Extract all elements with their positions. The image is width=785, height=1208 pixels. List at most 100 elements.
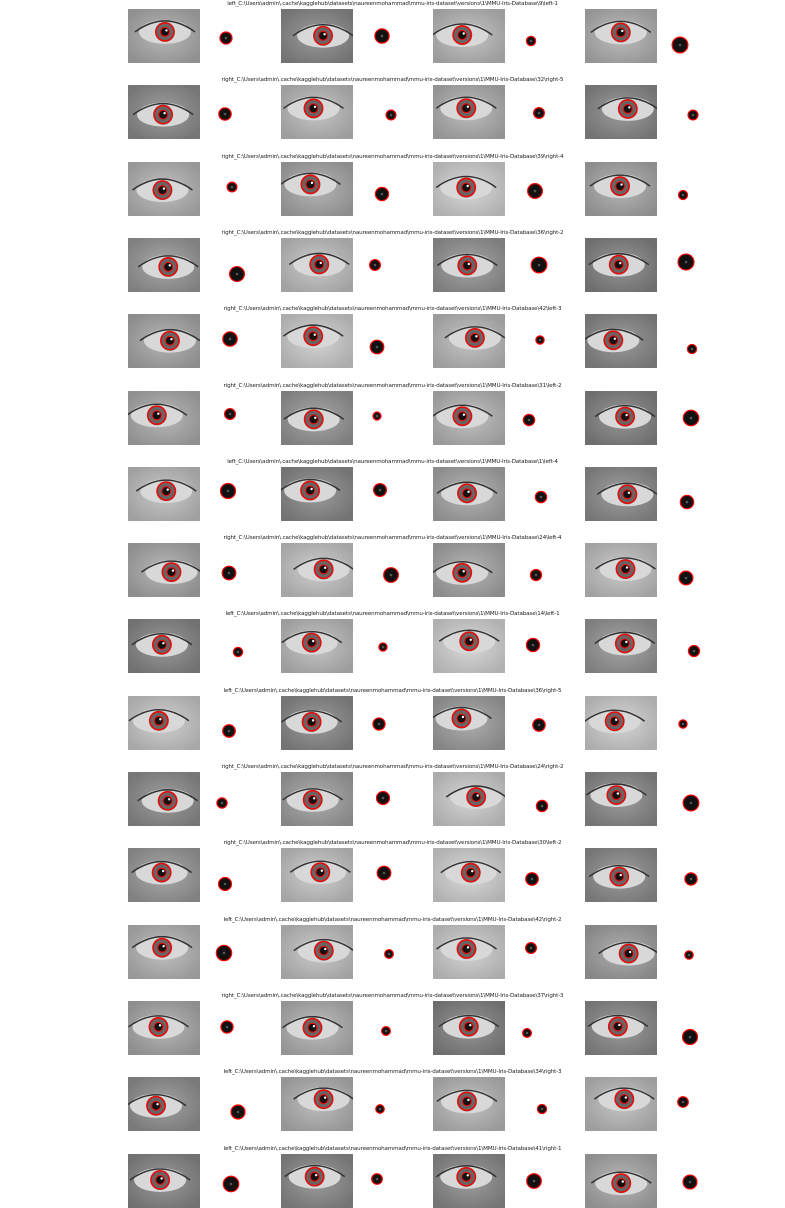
pupil: [466, 868, 475, 877]
pupil: [319, 31, 328, 40]
eyelid: [281, 709, 343, 723]
mask-center: [236, 272, 239, 276]
eyelid: [284, 1164, 346, 1177]
pupil-boundary-circle: [611, 790, 622, 801]
mask-center: [229, 1182, 232, 1186]
pupil: [616, 181, 625, 190]
pupil-boundary-circle: [619, 638, 630, 649]
eyelid: [293, 1087, 353, 1100]
iris-boundary-circle: [452, 406, 473, 426]
iris-boundary-circle: [604, 711, 625, 731]
iris-mask: [531, 487, 551, 507]
iris-mask: [670, 35, 690, 55]
pupil-boundary-circle: [306, 716, 317, 727]
pupil: [157, 868, 166, 877]
pupil: [463, 489, 472, 498]
glint: [314, 416, 317, 419]
pupil-boundary-circle: [622, 104, 633, 115]
eye-image: [281, 466, 353, 521]
mask-center: [377, 723, 381, 726]
eye-image: [281, 695, 353, 750]
pupil: [624, 949, 633, 958]
eye-image: [433, 848, 505, 903]
eye-image: [281, 848, 353, 903]
pupil-boundary-circle: [309, 1171, 320, 1182]
eye-image: [128, 161, 200, 216]
eye-image: [128, 1000, 200, 1055]
iris-boundary-circle: [465, 328, 485, 348]
glint: [462, 413, 466, 416]
eye-image: [433, 619, 505, 674]
glint: [627, 491, 631, 494]
row-caption: left_C:\Users\admin\.cache\kagglehub\dat…: [223, 1069, 562, 1076]
eyelid: [587, 1014, 649, 1027]
mask-center: [228, 413, 232, 416]
glint: [466, 1173, 469, 1177]
iris-mask: [370, 1099, 390, 1119]
pupil-boundary-circle: [609, 715, 620, 726]
pupil: [464, 1022, 473, 1031]
pupil-boundary-circle: [157, 184, 168, 195]
iris-boundary-circle: [456, 938, 477, 959]
eye-image: [585, 390, 657, 445]
row-caption: left_C:\Users\admin\.cache\kagglehub\dat…: [223, 687, 562, 694]
pupil-boundary-circle: [614, 871, 625, 882]
pupil-boundary-circle: [156, 640, 167, 651]
mask-center: [692, 649, 695, 653]
eyelid: [585, 328, 644, 342]
iris-mask: [673, 714, 693, 734]
pupil-boundary-circle: [615, 180, 626, 191]
pupil: [315, 260, 324, 269]
iris-boundary-circle: [304, 1166, 325, 1186]
iris-mask: [222, 177, 242, 197]
row-caption: left_C:\Users\admin\.cache\kagglehub\dat…: [227, 458, 558, 465]
mask-center: [531, 877, 534, 881]
pupil-boundary-circle: [456, 713, 467, 724]
pupil-boundary-circle: [616, 1177, 627, 1188]
iris-boundary-circle: [151, 863, 172, 883]
eye-image: [585, 848, 657, 903]
iris-mask: [530, 330, 550, 350]
mask-center: [223, 112, 227, 116]
glint: [466, 105, 469, 109]
glint: [156, 1103, 159, 1106]
pupil: [306, 179, 315, 188]
pupil-boundary-circle: [155, 1174, 166, 1185]
pupil-boundary-circle: [613, 259, 624, 270]
pupil-boundary-circle: [619, 1094, 630, 1105]
eyelid: [131, 935, 193, 948]
eyelid: [433, 404, 493, 417]
glint: [161, 870, 165, 873]
mask-center: [527, 418, 531, 422]
iris-mask: [677, 492, 697, 512]
eye-image: [585, 619, 657, 674]
eye-image: [281, 1153, 353, 1208]
pupil-boundary-circle: [461, 103, 472, 114]
eyelid: [438, 630, 500, 643]
eye-image: [433, 85, 505, 140]
iris-boundary-circle: [466, 787, 486, 807]
eye-image: [281, 9, 353, 63]
pupil: [319, 1095, 328, 1104]
pupil-boundary-circle: [318, 1094, 329, 1105]
pupil-boundary-circle: [469, 333, 480, 344]
pupil: [163, 796, 172, 805]
pupil-boundary-circle: [305, 178, 316, 189]
mask-center: [380, 192, 383, 196]
iris-boundary-circle: [457, 255, 477, 276]
glint: [467, 262, 470, 266]
mask-center: [681, 722, 684, 726]
iris-boundary-circle: [461, 863, 481, 883]
pupil-boundary-circle: [471, 792, 482, 803]
pupil-boundary-circle: [463, 1021, 474, 1032]
iris-boundary-circle: [452, 25, 472, 45]
pupil-boundary-circle: [315, 867, 326, 878]
eyelid: [292, 24, 353, 37]
iris-mask: [227, 264, 247, 284]
iris-mask: [682, 339, 702, 359]
glint: [625, 641, 628, 644]
eyelid: [139, 329, 200, 342]
glint: [160, 1176, 163, 1180]
pupil: [462, 1172, 471, 1181]
